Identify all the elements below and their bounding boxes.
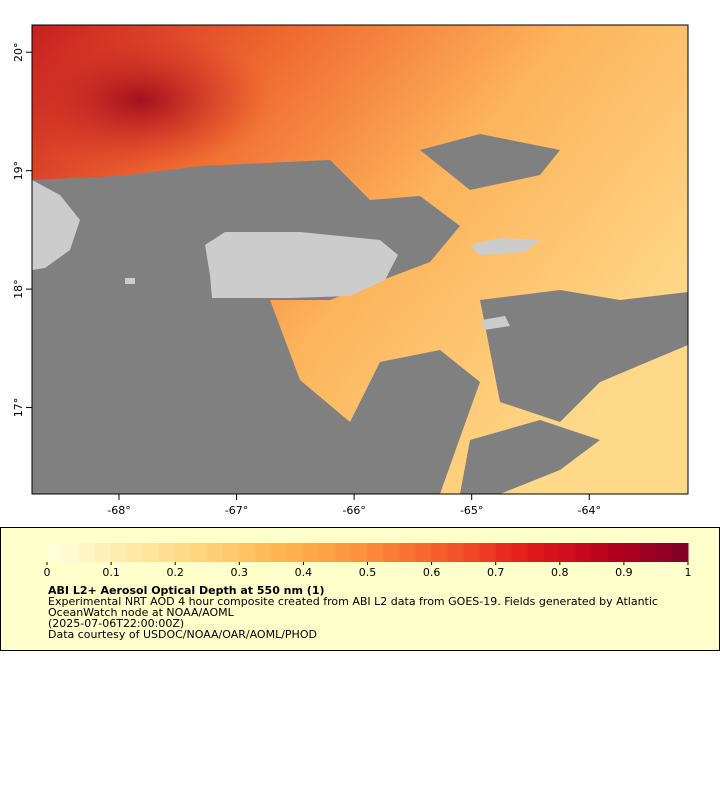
colorbar-swatch <box>319 543 336 562</box>
colorbar-swatch <box>367 543 385 562</box>
colorbar-swatch <box>447 543 465 562</box>
colorbar-tick-label: 0.8 <box>551 566 569 579</box>
y-tick-label: 19° <box>12 161 25 181</box>
colorbar-swatch <box>223 543 240 562</box>
colorbar-swatch <box>47 543 64 562</box>
colorbar-swatch <box>95 543 112 562</box>
x-tick-label: -66° <box>342 504 365 517</box>
colorbar-swatch <box>671 543 689 562</box>
colorbar-swatch <box>591 543 609 562</box>
colorbar-tick-label: 0.2 <box>166 566 184 579</box>
y-tick-label: 20° <box>12 42 25 62</box>
x-tick-label: -64° <box>578 504 601 517</box>
y-tick-label: 17° <box>12 398 25 418</box>
colorbar-tick-label: 0.9 <box>615 566 633 579</box>
colorbar-swatch <box>271 543 288 562</box>
colorbar-swatch <box>207 543 224 562</box>
legend-title: ABI L2+ Aerosol Optical Depth at 550 nm … <box>48 584 325 597</box>
colorbar-swatch <box>383 543 401 562</box>
legend-line: (2025-07-06T22:00:00Z) <box>48 617 184 630</box>
colorbar-swatch <box>639 543 657 562</box>
colorbar-swatch <box>431 543 449 562</box>
legend-line: Data courtesy of USDOC/NOAA/OAR/AOML/PHO… <box>48 628 317 641</box>
colorbar-swatch <box>303 543 320 562</box>
colorbar-tick-label: 0 <box>44 566 51 579</box>
colorbar-swatch <box>543 543 561 562</box>
colorbar-tick-label: 0.5 <box>359 566 377 579</box>
map-frame <box>31 24 689 495</box>
colorbar-swatch <box>287 543 304 562</box>
colorbar-swatch <box>623 543 641 562</box>
colorbar-swatch <box>175 543 192 562</box>
colorbar-swatch <box>463 543 481 562</box>
colorbar-tick-label: 1 <box>685 566 692 579</box>
legend-line: Experimental NRT AOD 4 hour composite cr… <box>48 595 658 608</box>
map-axes: -68° -67° -66° -65° -64° 17° 18° 19° 20° <box>12 42 601 517</box>
colorbar-swatch <box>479 543 497 562</box>
colorbar-tick-label: 0.3 <box>231 566 249 579</box>
colorbar-swatch <box>79 543 96 562</box>
colorbar-swatch <box>351 543 368 562</box>
map-raster <box>32 25 688 494</box>
colorbar-swatch <box>495 543 513 562</box>
colorbar-swatch <box>63 543 80 562</box>
colorbar-swatch <box>607 543 625 562</box>
colorbar-tick-label: 0.1 <box>102 566 120 579</box>
colorbar-swatch <box>191 543 208 562</box>
colorbar-swatch <box>239 543 256 562</box>
colorbar-swatch <box>527 543 545 562</box>
legend-line: OceanWatch node at NOAA/AOML <box>48 606 235 619</box>
colorbar-tick-label: 0.4 <box>295 566 313 579</box>
colorbar: 0 0.1 0.2 0.3 0.4 0.5 0.6 0.7 0.8 0.9 1 <box>44 543 692 579</box>
colorbar-swatch <box>559 543 577 562</box>
colorbar-swatch <box>655 543 673 562</box>
x-tick-label: -67° <box>225 504 248 517</box>
colorbar-swatch <box>511 543 529 562</box>
colorbar-swatch <box>111 543 128 562</box>
colorbar-swatch <box>143 543 160 562</box>
colorbar-swatch <box>255 543 272 562</box>
colorbar-swatch <box>399 543 417 562</box>
colorbar-swatch <box>159 543 176 562</box>
colorbar-swatch <box>127 543 144 562</box>
colorbar-tick-label: 0.7 <box>487 566 505 579</box>
x-tick-label: -65° <box>460 504 483 517</box>
colorbar-tick-label: 0.6 <box>423 566 441 579</box>
x-tick-label: -68° <box>107 504 130 517</box>
colorbar-swatch <box>575 543 593 562</box>
y-tick-label: 18° <box>12 279 25 299</box>
colorbar-swatch <box>415 543 433 562</box>
colorbar-swatch <box>335 543 352 562</box>
